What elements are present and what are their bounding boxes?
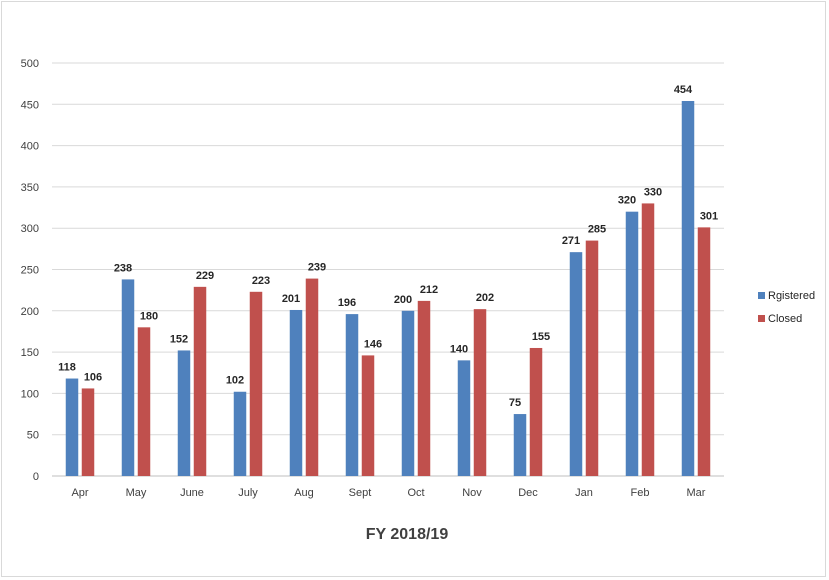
bar-closed xyxy=(641,203,655,477)
bar-registered xyxy=(345,314,359,476)
data-label: 212 xyxy=(420,284,438,296)
bar-registered xyxy=(233,391,247,476)
y-axis: 0 50 100 150 200 250 300 350 400 450 500 xyxy=(21,58,39,483)
x-tick-label: July xyxy=(238,487,258,499)
y-tick-label: 250 xyxy=(21,265,39,277)
legend: Rgistered Closed xyxy=(758,290,815,325)
x-tick-label: Dec xyxy=(518,487,538,499)
legend-swatch xyxy=(758,292,765,299)
data-label: 271 xyxy=(562,235,580,247)
bar-closed xyxy=(529,347,543,476)
bar-closed xyxy=(473,309,487,476)
legend-label: Closed xyxy=(768,313,802,325)
y-tick-label: 150 xyxy=(21,347,39,359)
bar-closed xyxy=(305,278,319,476)
x-tick-label: Aug xyxy=(294,487,314,499)
data-label: 202 xyxy=(476,292,494,304)
data-label: 152 xyxy=(170,333,188,345)
x-tick-label: Jan xyxy=(575,487,593,499)
data-label: 118 xyxy=(58,362,76,374)
bar-registered xyxy=(289,309,303,476)
x-tick-label: May xyxy=(126,487,147,499)
legend-label: Rgistered xyxy=(768,290,815,302)
data-label: 320 xyxy=(618,195,636,207)
data-label: 238 xyxy=(114,262,132,274)
bar-closed xyxy=(249,291,263,476)
x-axis-title: FY 2018/19 xyxy=(366,526,449,543)
data-labels: 118 106 238 180 152 229 102 223 201 239 196 146 200 2… xyxy=(58,84,718,409)
y-tick-label: 450 xyxy=(21,99,39,111)
bars xyxy=(65,100,711,477)
bar-closed xyxy=(193,286,207,476)
data-label: 454 xyxy=(674,84,693,96)
y-tick-label: 350 xyxy=(21,182,39,194)
y-tick-label: 500 xyxy=(21,58,39,70)
bar-registered xyxy=(177,350,191,476)
data-label: 102 xyxy=(226,375,244,387)
bar-registered xyxy=(121,279,135,476)
data-label: 330 xyxy=(644,186,662,198)
bar-registered xyxy=(65,378,79,476)
y-tick-label: 100 xyxy=(21,388,39,400)
x-tick-label: Oct xyxy=(407,487,424,499)
data-label: 180 xyxy=(140,310,158,322)
data-label: 239 xyxy=(308,262,326,274)
bar-registered xyxy=(513,414,527,476)
data-label: 75 xyxy=(509,397,521,409)
data-label: 229 xyxy=(196,270,214,282)
data-label: 223 xyxy=(252,275,270,287)
bar-registered xyxy=(457,360,471,476)
x-tick-label: Apr xyxy=(71,487,88,499)
y-tick-label: 400 xyxy=(21,141,39,153)
bar-closed xyxy=(361,355,375,476)
bar-closed xyxy=(585,240,599,476)
y-tick-label: 0 xyxy=(33,471,39,483)
bar-closed xyxy=(697,227,711,476)
bar-registered xyxy=(401,310,415,476)
bar-registered xyxy=(681,100,695,476)
y-tick-label: 200 xyxy=(21,306,39,318)
y-tick-label: 50 xyxy=(27,430,39,442)
data-label: 140 xyxy=(450,343,468,355)
bar-closed xyxy=(137,327,151,476)
data-label: 146 xyxy=(364,338,382,350)
legend-swatch xyxy=(758,315,765,322)
x-tick-label: Nov xyxy=(462,487,482,499)
data-label: 155 xyxy=(532,331,550,343)
x-axis: Apr May June July Aug Sept Oct Nov Dec Jan Feb Mar xyxy=(71,487,705,499)
data-label: 285 xyxy=(588,224,606,236)
x-tick-label: June xyxy=(180,487,204,499)
gridlines xyxy=(52,62,724,477)
bar-registered xyxy=(569,252,583,476)
data-label: 201 xyxy=(282,293,300,305)
x-tick-label: Sept xyxy=(349,487,372,499)
x-tick-label: Mar xyxy=(687,487,706,499)
data-label: 301 xyxy=(700,210,718,222)
y-tick-label: 300 xyxy=(21,223,39,235)
bar-registered xyxy=(625,211,639,476)
bar-closed xyxy=(417,300,431,476)
data-label: 196 xyxy=(338,297,356,309)
bar-closed xyxy=(81,388,95,476)
data-label: 200 xyxy=(394,294,412,306)
x-tick-label: Feb xyxy=(631,487,650,499)
data-label: 106 xyxy=(84,371,102,383)
